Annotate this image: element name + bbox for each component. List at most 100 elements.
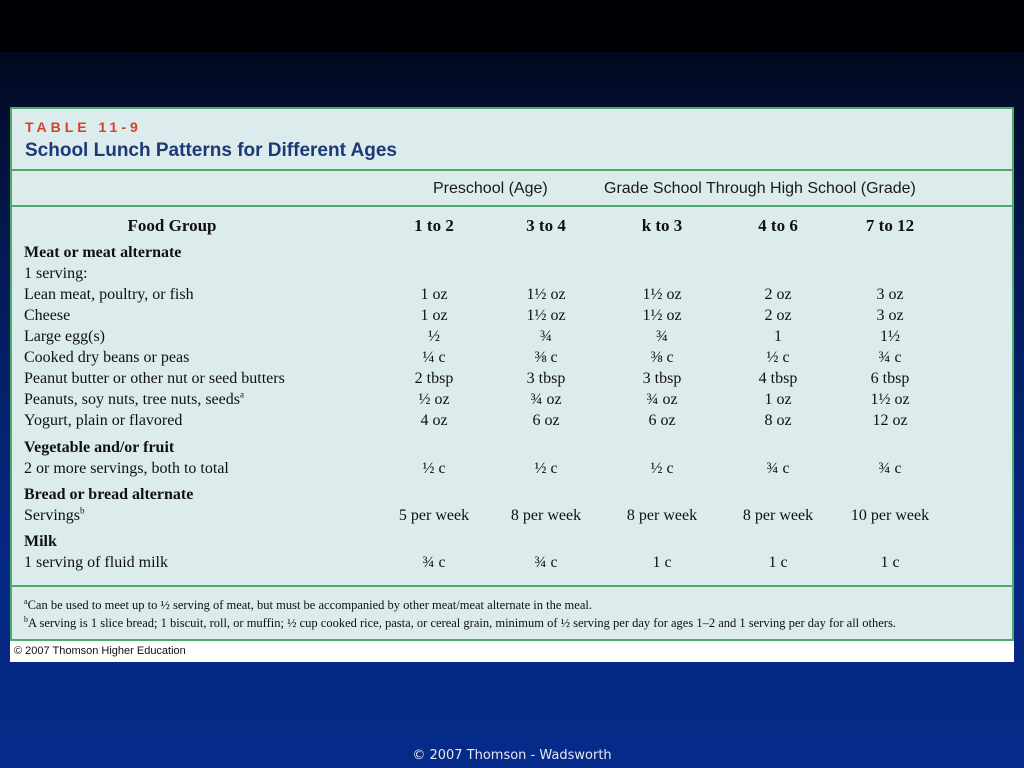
footnote-marker: b [80,505,85,516]
table-cell: 8 per week [626,507,698,524]
table-cell: 6 oz [648,412,676,429]
table-cell: ¾ oz [646,391,678,408]
row-label: Vegetable and/or fruit [24,439,174,457]
table-cell: 1 oz [420,307,448,324]
column-header-age-3-4: 3 to 4 [526,216,566,235]
table-cell: ¾ [656,328,668,345]
table-cell: ¾ c [878,460,902,477]
row-label: 1 serving: [24,265,88,283]
row-label: Cooked dry beans or peas [24,349,189,367]
table-cell: ¾ c [766,460,790,477]
row-label-text: 1 serving: [24,265,88,282]
copyright-strip: © 2007 Thomson Higher Education [10,641,1014,662]
column-header-grade-k-3: k to 3 [641,216,683,235]
table-row: 1 serving of fluid milk ¾ c ¾ c 1 c 1 c 1 c [12,554,1012,575]
table-cell: ¼ c [422,349,446,366]
row-label-text: Cooked dry beans or peas [24,349,190,366]
table-cell: 1 oz [764,391,792,408]
row-label-text: Bread or bread alternate [24,486,194,503]
footnote-a: aCan be used to meet up to ½ serving of … [24,596,592,613]
table-cell: ¾ [540,328,552,345]
table-cell: 1½ oz [642,307,682,324]
row-label: Servingsb [24,505,85,525]
row-label: Bread or bread alternate [24,486,193,504]
table-cell: 6 oz [532,412,560,429]
table-cell: 6 tbsp [870,370,910,387]
title-divider [12,169,1012,171]
table-row: Cheese 1 oz 1½ oz 1½ oz 2 oz 3 oz [12,307,1012,328]
table-cell: 1½ oz [642,286,682,303]
column-header-age-1-2: 1 to 2 [414,216,454,235]
group-header-grade-school: Grade School Through High School (Grade) [604,180,916,197]
table-cell: 4 tbsp [758,370,798,387]
table-cell: 8 oz [764,412,792,429]
table-cell: ¾ c [878,349,902,366]
row-label: 2 or more servings, both to total [24,460,229,478]
column-header-grade-7-12: 7 to 12 [865,216,915,235]
row-label: Cheese [24,307,70,325]
table-cell: ¾ c [422,554,446,571]
row-label: 1 serving of fluid milk [24,554,168,572]
row-label: Peanuts, soy nuts, tree nuts, seedsa [24,389,244,409]
table-cell: 3 tbsp [642,370,682,387]
table-cell: ⅜ c [534,349,558,366]
footnote-a-text: Can be used to meet up to ½ serving of m… [27,598,592,612]
table-cell: ¾ oz [530,391,562,408]
table-number: TABLE 11-9 [25,119,142,135]
table-cell: 8 per week [742,507,814,524]
row-label-text: Vegetable and/or fruit [24,439,175,456]
table-cell: 2 oz [764,286,792,303]
row-label-text: Peanut butter or other nut or seed butte… [24,370,285,387]
table-cell: ½ c [766,349,790,366]
row-label: Yogurt, plain or flavored [24,412,182,430]
table-cell: 1½ oz [526,286,566,303]
table-cell: ½ [428,328,440,345]
table-cell: 12 oz [872,412,908,429]
table-row: Peanut butter or other nut or seed butte… [12,370,1012,391]
footnote-divider [12,585,1012,587]
table-cell: 1 [774,328,782,345]
table-row: 2 or more servings, both to total ½ c ½ c ½… [12,460,1012,481]
table-section-heading: Bread or bread alternate [12,486,1012,507]
table-cell: 5 per week [398,507,470,524]
table-row: Yogurt, plain or flavored 4 oz 6 oz 6 oz 8 o… [12,412,1012,433]
row-label-text: Peanuts, soy nuts, tree nuts, seeds [24,391,240,408]
table-cell: 3 tbsp [526,370,566,387]
row-label: Peanut butter or other nut or seed butte… [24,370,285,388]
row-label-text: Large egg(s) [24,328,105,345]
table-card: TABLE 11-9 School Lunch Patterns for Dif… [10,107,1014,641]
row-label-text: Milk [24,533,57,550]
table-row: Peanuts, soy nuts, tree nuts, seedsa ½ oz… [12,389,1012,412]
group-header-preschool: Preschool (Age) [433,180,548,197]
slide-top-band [0,0,1024,52]
copyright-text: © 2007 Thomson Higher Education [14,645,186,657]
footnote-b: bA serving is 1 slice bread; 1 biscuit, … [24,615,896,631]
footnote-a-mark: a [24,596,28,606]
table-cell: 1 oz [420,286,448,303]
table-row: Lean meat, poultry, or fish 1 oz 1½ oz 1½ o… [12,286,1012,307]
table-cell: 3 oz [876,286,904,303]
group-header-divider [12,205,1012,207]
row-label-text: Meat or meat alternate [24,244,182,261]
table-row: Servingsb 5 per week 8 per week 8 per week 8… [12,505,1012,528]
row-label-text: Yogurt, plain or flavored [24,412,183,429]
row-label: Lean meat, poultry, or fish [24,286,194,304]
table-cell: 1 c [652,554,672,571]
row-label: Milk [24,533,57,551]
table-row: Cooked dry beans or peas ¼ c ⅜ c ⅜ c ½ c ¾ c [12,349,1012,370]
table-cell: 1½ oz [526,307,566,324]
table-cell: 1½ oz [870,391,910,408]
table-cell: 1½ [880,328,900,345]
row-label-text: Lean meat, poultry, or fish [24,286,194,303]
table-cell: 10 per week [850,507,930,524]
table-cell: 2 oz [764,307,792,324]
table-cell: 3 oz [876,307,904,324]
footnote-marker: a [239,389,244,400]
table-cell: ½ c [422,460,446,477]
table-cell: ½ oz [418,391,450,408]
table-cell: ½ c [534,460,558,477]
row-label-text: Cheese [24,307,71,324]
table-cell: 1 c [880,554,900,571]
slide-footer-credit: © 2007 Thomson - Wadsworth [412,748,612,763]
row-label: Meat or meat alternate [24,244,181,262]
